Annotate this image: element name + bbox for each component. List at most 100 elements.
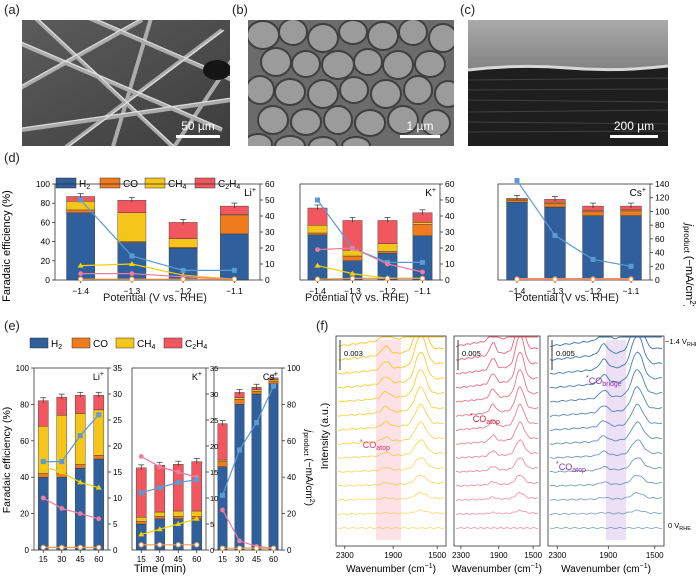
ir-spectrum-line xyxy=(455,457,539,473)
ir-xtick-label: 2300 xyxy=(452,551,470,560)
point-ch4 xyxy=(138,531,145,537)
point-c2h4 xyxy=(129,271,135,276)
bar-ch4 xyxy=(135,517,147,522)
bar-co xyxy=(377,250,398,254)
xtick-label: −1.1 xyxy=(623,286,640,296)
ir-spectrum-line xyxy=(455,474,539,487)
ytick-label-right: 10 xyxy=(445,259,455,269)
ytick-label-right: 20 xyxy=(655,261,665,271)
bar-c2h4 xyxy=(74,395,86,414)
ytick-label-right: 5 xyxy=(210,520,214,529)
scale-bar-c: 200 µm xyxy=(610,119,658,138)
line-h2 xyxy=(516,180,632,267)
ytick-label-left: 100 xyxy=(36,179,50,189)
ytick-label-right: 10 xyxy=(210,494,218,503)
ir-spectrum-line xyxy=(549,336,663,375)
ir-spectrum-line xyxy=(337,474,445,487)
legend-e-swatch-co xyxy=(71,337,91,349)
point-ch4 xyxy=(175,521,182,526)
point-ch4 xyxy=(193,515,200,521)
bar-co xyxy=(234,398,245,405)
ytick-label-right: 60 xyxy=(655,234,665,244)
point-h2 xyxy=(514,178,520,184)
ir-spectrum-line xyxy=(549,526,663,530)
bar-c2h4 xyxy=(307,207,328,226)
ytick-label-right: 35 xyxy=(113,364,122,373)
ytick-label-right: 60 xyxy=(265,179,275,189)
legend-label-h2: H2 xyxy=(79,179,90,191)
bar-c2h4 xyxy=(217,423,228,461)
bar-co xyxy=(342,255,363,261)
ytick-label-right: 60 xyxy=(287,437,296,446)
ir-spectrum-line xyxy=(550,403,663,431)
line-c2h4 xyxy=(221,509,274,549)
point-h2 xyxy=(129,253,135,259)
ytick-label-right: 15 xyxy=(210,468,218,477)
ir-xtick-label: 1900 xyxy=(599,551,617,560)
ytick-label-right: 30 xyxy=(265,227,275,237)
bar-c2h4 xyxy=(93,395,105,411)
ytick-label-right: 0 xyxy=(210,546,214,555)
bar-co xyxy=(506,200,528,203)
point-co xyxy=(194,542,200,548)
point-h2 xyxy=(420,259,425,265)
point-co xyxy=(590,276,596,283)
panel-label-e: (e) xyxy=(4,318,20,333)
xtick-label: 30 xyxy=(57,555,66,564)
point-c2h4 xyxy=(315,247,320,252)
figure-d: H2 CO CH4 C2H4 Faradaic efficiency (%) j… xyxy=(1,177,696,306)
bar-h2 xyxy=(220,233,249,281)
bar-ch4 xyxy=(74,413,86,465)
bar-h2 xyxy=(582,215,604,281)
ytick-label-left: 100 xyxy=(16,364,30,373)
cation-label: Li+ xyxy=(93,371,104,382)
ytick-label-right: 30 xyxy=(113,390,122,399)
bar-h2 xyxy=(251,393,262,551)
bar-ch4 xyxy=(154,511,166,517)
ir-spectrum-line xyxy=(455,336,539,375)
ytick-label-right: 40 xyxy=(445,211,455,221)
ir-annotation: *COatop xyxy=(360,439,390,452)
ir-xtick-label: 1500 xyxy=(646,551,664,560)
scale-bar-b: 1 µm xyxy=(400,119,440,138)
ir-spectrum-line xyxy=(337,369,445,403)
point-ch4 xyxy=(128,261,135,266)
point-ch4 xyxy=(349,270,356,276)
ir-spectrum-line xyxy=(337,351,445,389)
point-ch4 xyxy=(77,479,84,485)
d-ylabel-right: jproduct (−mA/cm2) xyxy=(682,222,696,306)
point-co xyxy=(231,276,238,282)
ir-spectrum-line xyxy=(549,474,663,487)
bar-c2h4 xyxy=(168,222,198,239)
point-h2 xyxy=(628,263,634,269)
chart-e-K: 15 30 45 60 K+ xyxy=(131,367,207,564)
ytick-label-right: 40 xyxy=(265,211,275,221)
plot-frame xyxy=(33,367,109,551)
bar-ch4 xyxy=(217,459,228,462)
d-xlabel-1: Potential (V vs. RHE) xyxy=(103,292,207,304)
d-xlabel-3: Potential (V vs. RHE) xyxy=(515,292,619,304)
ir-annotation: *COatop xyxy=(556,461,586,474)
point-h2 xyxy=(254,420,259,426)
panel-label-d: (d) xyxy=(4,150,20,165)
line-h2 xyxy=(221,385,275,496)
cation-label: K+ xyxy=(192,371,202,382)
point-h2 xyxy=(175,479,181,485)
ytick-label-right: 140 xyxy=(655,179,669,189)
ytick-label-right: 25 xyxy=(113,416,122,425)
e-ylabel-right: jproduct (−mA/cm2) xyxy=(302,428,315,506)
xtick-label: −1.1 xyxy=(226,286,243,296)
bar-co xyxy=(37,473,49,478)
bar-h2 xyxy=(56,476,68,551)
bar-c2h4 xyxy=(191,461,203,512)
bar-ch4 xyxy=(168,238,198,248)
bar-ch4 xyxy=(66,201,95,211)
line-ch4 xyxy=(43,466,99,489)
point-c2h4 xyxy=(175,469,181,475)
xtick-label: 60 xyxy=(192,555,201,564)
bar-c2h4 xyxy=(37,400,49,427)
bar-co xyxy=(544,203,566,208)
ir-spectrum-line xyxy=(455,509,539,515)
point-h2 xyxy=(40,459,46,465)
xtick-label: −1.1 xyxy=(414,286,431,296)
